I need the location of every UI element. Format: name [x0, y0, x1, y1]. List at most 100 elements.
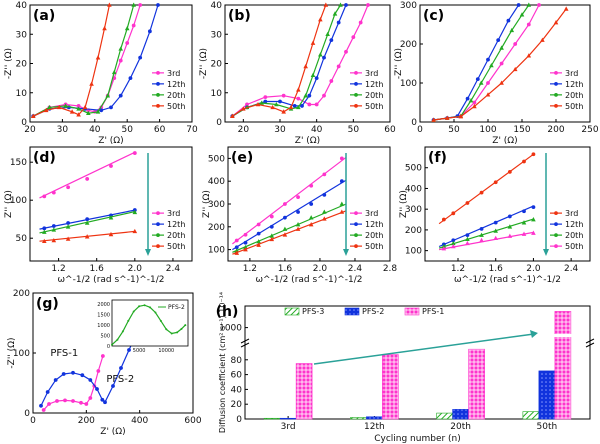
- x-tick-label: 20: [238, 125, 250, 135]
- x-axis-label: ω^-1/2 (rad s^-1)^-1/2: [256, 275, 363, 285]
- data-point: [332, 11, 338, 16]
- y-tick-label: 200: [208, 223, 225, 233]
- legend-label: 50th: [167, 242, 185, 251]
- x-tick-label: 50: [121, 125, 133, 135]
- data-point: [475, 77, 480, 81]
- pfs2-annotation: PFS-2: [106, 374, 134, 385]
- series-line-50th: [433, 8, 567, 121]
- data-point: [111, 69, 117, 75]
- legend-label: 12th: [565, 80, 583, 89]
- plot-frame: [419, 4, 591, 123]
- inset-point: [149, 306, 151, 309]
- data-point: [486, 57, 490, 62]
- data-point: [69, 109, 75, 114]
- y-tick-label: 30: [211, 30, 223, 40]
- bar-PFS-1: [468, 348, 485, 420]
- data-point: [89, 81, 94, 86]
- data-point: [125, 41, 130, 45]
- data-point: [325, 31, 330, 37]
- y-tick-label: 50: [16, 234, 28, 244]
- y-tick-label: 40: [211, 1, 223, 11]
- data-point: [96, 369, 101, 373]
- y-tick-label: 100: [10, 196, 27, 206]
- y-tick-label: 0: [216, 118, 222, 128]
- inset-point: [180, 327, 183, 330]
- series-line-50th: [232, 210, 347, 255]
- data-point: [283, 215, 287, 220]
- data-point: [499, 80, 504, 85]
- data-point: [318, 52, 323, 57]
- data-point: [295, 222, 301, 227]
- data-point: [281, 109, 286, 114]
- inset-point: [154, 311, 157, 314]
- data-point: [522, 209, 526, 214]
- pfs1-annotation: PFS-1: [50, 348, 78, 359]
- data-point: [431, 117, 436, 122]
- legend-marker: [354, 81, 358, 86]
- inset-y-tick: 1500: [97, 313, 110, 319]
- data-point: [493, 220, 498, 225]
- trend-arrow-head: [543, 249, 549, 256]
- x-tick-label: 2.4: [564, 264, 579, 274]
- legend-label: 12th: [167, 80, 185, 89]
- data-point: [131, 2, 136, 7]
- data-point: [118, 58, 123, 63]
- x-tick-label: 2.4: [166, 264, 181, 274]
- axis-break: [240, 342, 250, 348]
- data-point: [76, 104, 81, 108]
- inset-point: [143, 304, 146, 307]
- x-tick-label: 2.4: [348, 264, 363, 274]
- legend-label: 20th: [167, 231, 185, 240]
- series-line-3rd: [232, 156, 347, 245]
- data-point: [281, 93, 286, 98]
- data-point: [234, 238, 239, 243]
- data-point: [88, 396, 93, 400]
- data-point: [553, 20, 559, 25]
- x-tick-label: 3rd: [281, 422, 296, 432]
- data-point: [255, 101, 261, 107]
- data-point: [493, 180, 498, 185]
- y-tick-label: 400: [208, 177, 225, 187]
- data-point: [132, 151, 137, 155]
- data-point: [95, 387, 99, 391]
- panel-d: 1.2 1.6 2.0 2.4 50 100 150 ω^-1/2 (rad s^-1)^-1…: [4, 146, 193, 285]
- data-point: [43, 107, 49, 113]
- data-point: [507, 224, 513, 229]
- legend-label: 20th: [365, 91, 383, 100]
- panel-e: 1.2 1.6 2.0 2.4 2.8 100 200 300 400 500 ω^-1/2 (ra…: [202, 146, 397, 285]
- y-axis-label: Z'' (Ω): [399, 190, 409, 218]
- inset-x-tick: 5000: [133, 348, 146, 354]
- data-point: [479, 190, 484, 195]
- axis-break: [585, 338, 595, 344]
- legend-label: PFS-3: [302, 307, 324, 316]
- data-point: [310, 72, 316, 77]
- data-point: [41, 408, 46, 412]
- bar-PFS-1: [382, 354, 399, 420]
- series-line-50th: [32, 4, 110, 117]
- data-point: [56, 104, 62, 110]
- y-axis-label: -Z'' (Ω): [394, 48, 404, 79]
- data-point: [283, 202, 287, 206]
- x-tick-label: 60: [154, 125, 166, 135]
- data-point: [47, 402, 51, 406]
- y-axis-label: -Z'' (Ω): [4, 48, 14, 79]
- inset-point: [121, 330, 124, 333]
- data-point: [450, 243, 456, 249]
- series-line-20th: [438, 218, 534, 249]
- inset-point: [165, 328, 168, 331]
- data-point: [107, 2, 112, 7]
- x-tick-label: 2.0: [526, 264, 541, 274]
- y-tick-label: 40: [231, 385, 243, 395]
- inset-point: [127, 319, 130, 322]
- legend-label: 50th: [565, 242, 583, 251]
- panel-c: 0 50 100 150 200 250 0 100 200 300 Z' (Ω) -Z'' (Ω) (…: [394, 1, 599, 146]
- x-tick-label: 40: [311, 125, 323, 135]
- data-point: [526, 2, 532, 7]
- data-point: [540, 37, 545, 42]
- data-point: [537, 3, 541, 7]
- data-point: [458, 114, 464, 119]
- legend-marker: [554, 211, 558, 216]
- y-tick-label: 0: [236, 415, 242, 425]
- data-point: [307, 93, 312, 98]
